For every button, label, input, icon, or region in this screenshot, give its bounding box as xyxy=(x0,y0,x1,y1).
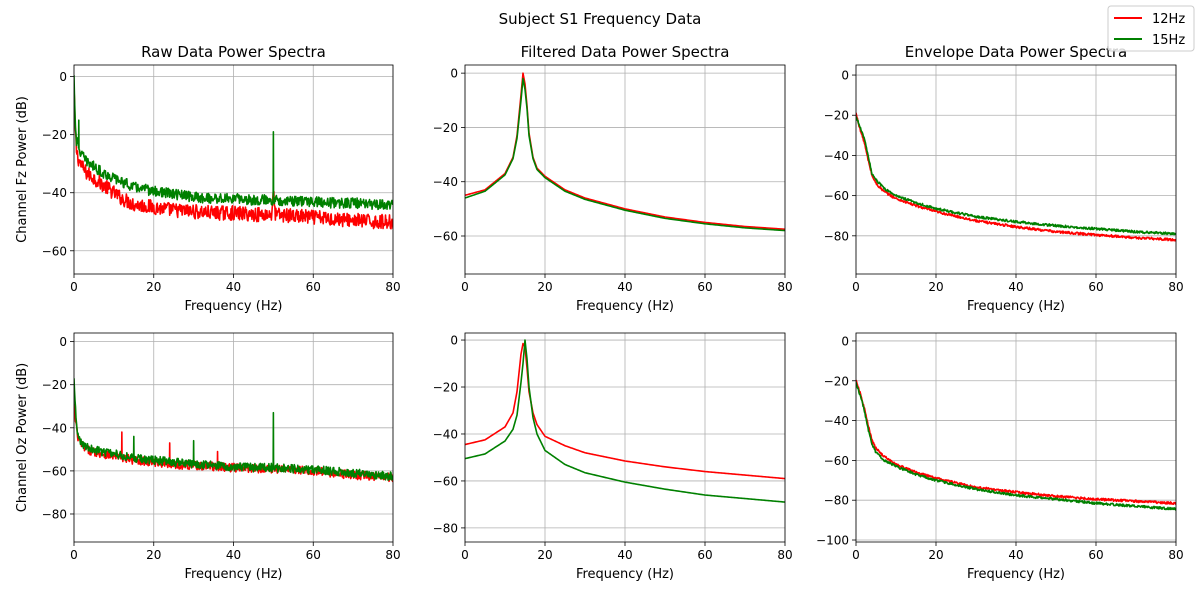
x-tick-label: 60 xyxy=(697,280,712,294)
legend-label-12hz: 12Hz xyxy=(1152,12,1185,27)
x-axis-label: Frequency (Hz) xyxy=(184,567,282,582)
x-tick-label: 0 xyxy=(852,280,860,294)
figure-suptitle: Subject S1 Frequency Data xyxy=(499,10,702,28)
x-axis-label: Frequency (Hz) xyxy=(184,299,282,314)
x-tick-label: 40 xyxy=(1008,280,1023,294)
x-tick-label: 40 xyxy=(226,548,241,562)
y-tick-label: −40 xyxy=(824,414,849,428)
x-tick-label: 0 xyxy=(70,548,78,562)
x-axis-label: Frequency (Hz) xyxy=(967,567,1065,582)
y-tick-label: −40 xyxy=(42,421,67,435)
x-tick-label: 80 xyxy=(385,548,400,562)
y-tick-label: −20 xyxy=(42,378,67,392)
y-tick-label: 0 xyxy=(450,334,458,348)
x-tick-label: 60 xyxy=(1088,280,1103,294)
x-tick-label: 60 xyxy=(306,280,321,294)
subplot-6: 0 20 40 60 80 0 −20 −40 −60 −80 −100 Frequency (Hz) xyxy=(816,332,1184,582)
y-tick-label: −60 xyxy=(42,244,67,258)
series-line-12hz xyxy=(465,342,785,480)
y-tick-label: −60 xyxy=(433,230,458,244)
y-tick-label: −20 xyxy=(433,121,458,135)
subplot-3: 0 20 40 60 80 0 −20 −40 −60 −80 Envelope Data Powe… xyxy=(824,43,1184,314)
x-tick-label: 20 xyxy=(537,280,552,294)
y-tick-label: −20 xyxy=(42,128,67,142)
y-tick-label: −40 xyxy=(433,175,458,189)
y-tick-label: 0 xyxy=(59,70,67,84)
series-line-12hz xyxy=(856,379,1176,506)
y-tick-label: 0 xyxy=(841,69,849,83)
y-tick-label: −40 xyxy=(42,186,67,200)
y-tick-label: −60 xyxy=(824,454,849,468)
x-tick-label: 20 xyxy=(537,548,552,562)
x-axis-label: Frequency (Hz) xyxy=(576,299,674,314)
y-tick-label: −80 xyxy=(824,494,849,508)
x-tick-label: 0 xyxy=(70,280,78,294)
y-tick-label: −100 xyxy=(816,534,849,548)
y-tick-label: −20 xyxy=(824,109,849,123)
x-tick-label: 80 xyxy=(1168,280,1183,294)
subplot-2: 0 20 40 60 80 0 −20 −40 −60 Filtered Data Power S… xyxy=(433,43,793,314)
subplot-title: Filtered Data Power Spectra xyxy=(521,43,730,61)
series-line-15hz xyxy=(74,378,393,481)
x-tick-label: 60 xyxy=(306,548,321,562)
y-tick-label: −60 xyxy=(433,474,458,488)
y-tick-label: −40 xyxy=(433,427,458,441)
x-axis-label: Frequency (Hz) xyxy=(576,567,674,582)
subplot-1: 0 20 40 60 80 0 −20 −40 −60 Raw Data Power Spectr… xyxy=(15,43,401,314)
y-tick-label: −20 xyxy=(433,381,458,395)
x-tick-label: 80 xyxy=(1168,548,1183,562)
x-tick-label: 80 xyxy=(777,548,792,562)
x-axis-label: Frequency (Hz) xyxy=(967,299,1065,314)
series-line-15hz xyxy=(465,77,785,232)
subplot-4: 0 20 40 60 80 0 −20 −40 −60 −80 Frequency (Hz) Chan… xyxy=(15,332,401,582)
y-tick-label: 0 xyxy=(450,67,458,81)
y-tick-label: −40 xyxy=(824,149,849,163)
y-tick-label: −20 xyxy=(824,374,849,388)
subplot-title: Raw Data Power Spectra xyxy=(141,43,326,61)
x-tick-label: 0 xyxy=(461,280,469,294)
y-tick-label: −80 xyxy=(824,229,849,243)
series-line-15hz xyxy=(856,116,1176,236)
x-tick-label: 60 xyxy=(1088,548,1103,562)
x-tick-label: 20 xyxy=(928,280,943,294)
y-tick-label: −60 xyxy=(824,189,849,203)
legend: 12Hz 15Hz xyxy=(1107,5,1195,52)
y-tick-label: −60 xyxy=(42,464,67,478)
legend-label-15hz: 15Hz xyxy=(1152,33,1185,48)
y-tick-label: 0 xyxy=(59,335,67,349)
series-line-12hz xyxy=(856,112,1176,242)
series-line-15hz xyxy=(465,339,785,503)
y-axis-label: Channel Oz Power (dB) xyxy=(15,363,30,512)
series-line-15hz xyxy=(856,381,1176,511)
x-tick-label: 40 xyxy=(226,280,241,294)
x-tick-label: 40 xyxy=(1008,548,1023,562)
x-tick-label: 0 xyxy=(461,548,469,562)
y-axis-label: Channel Fz Power (dB) xyxy=(15,96,30,243)
x-tick-label: 40 xyxy=(617,548,632,562)
series-line-12hz xyxy=(74,89,393,230)
x-tick-label: 20 xyxy=(928,548,943,562)
x-tick-label: 20 xyxy=(146,280,161,294)
x-tick-label: 60 xyxy=(697,548,712,562)
subplot-5: 0 20 40 60 80 0 −20 −40 −60 −80 Frequency (Hz) xyxy=(433,332,793,582)
y-tick-label: 0 xyxy=(841,334,849,348)
x-tick-label: 80 xyxy=(777,280,792,294)
y-tick-label: −80 xyxy=(433,521,458,535)
x-tick-label: 20 xyxy=(146,548,161,562)
series-line-15hz xyxy=(74,75,393,211)
subplot-title: Envelope Data Power Spectra xyxy=(905,43,1127,61)
y-tick-label: −80 xyxy=(42,507,67,521)
x-tick-label: 0 xyxy=(852,548,860,562)
x-tick-label: 40 xyxy=(617,280,632,294)
x-tick-label: 80 xyxy=(385,280,400,294)
